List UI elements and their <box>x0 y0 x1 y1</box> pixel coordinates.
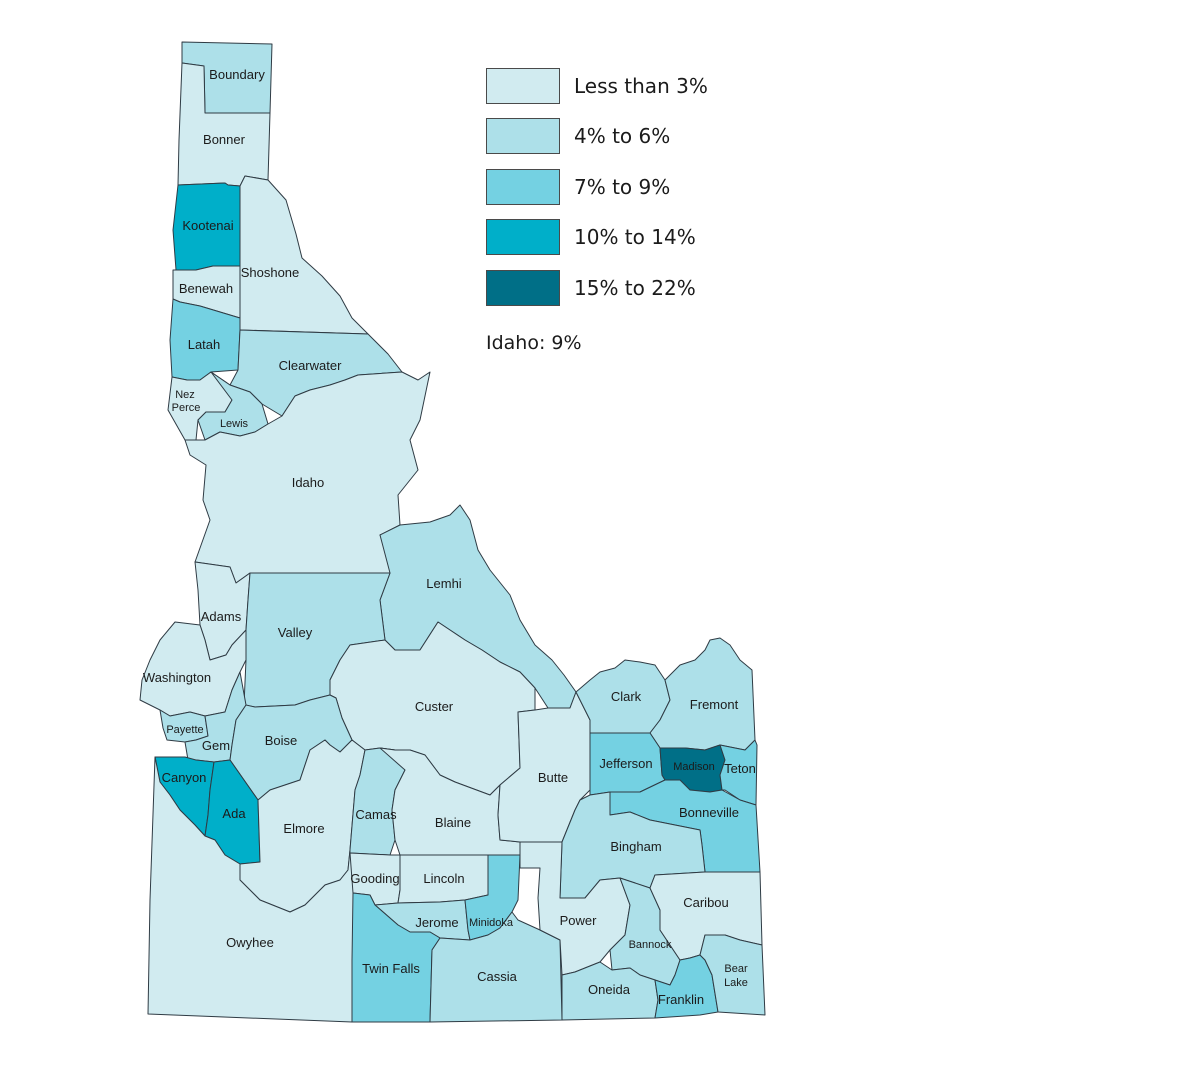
county-label-caribou: Caribou <box>683 895 729 910</box>
county-label-twin-falls: Twin Falls <box>362 961 420 976</box>
state-total-note: Idaho: 9% <box>486 332 582 354</box>
county-label-bonner: Bonner <box>203 132 246 147</box>
county-cassia <box>429 911 563 1023</box>
county-label-lincoln: Lincoln <box>423 871 464 886</box>
legend-item: 4% to 6% <box>486 118 708 155</box>
county-latah <box>169 298 241 381</box>
county-label-bingham: Bingham <box>610 839 661 854</box>
county-label-valley: Valley <box>278 625 313 640</box>
county-label-blaine: Blaine <box>435 815 471 830</box>
legend-label: 7% to 9% <box>574 174 671 199</box>
legend-label: 10% to 14% <box>574 225 696 249</box>
county-label-gooding: Gooding <box>350 871 399 886</box>
county-twin-falls <box>351 892 441 1023</box>
legend-label: Less than 3% <box>574 73 708 98</box>
county-label-nez-perce: Perce <box>172 402 201 414</box>
county-label-minidoka: Minidoka <box>469 917 514 929</box>
legend-item: 10% to 14% <box>486 219 708 256</box>
county-label-gem: Gem <box>202 738 230 753</box>
legend: Less than 3% 4% to 6% 7% to 9% 10% to 14% 15… <box>486 67 708 320</box>
legend-swatch <box>486 67 560 104</box>
county-label-power: Power <box>560 913 598 928</box>
legend-label: 4% to 6% <box>574 124 671 148</box>
county-label-clearwater: Clearwater <box>279 358 343 373</box>
county-label-fremont: Fremont <box>690 697 739 712</box>
county-label-washington: Washington <box>143 670 211 685</box>
county-label-kootenai: Kootenai <box>182 218 233 233</box>
county-label-bear-lake: Lake <box>724 977 748 989</box>
county-shoshone <box>239 175 369 335</box>
county-label-jefferson: Jefferson <box>599 756 652 771</box>
county-label-camas: Camas <box>355 807 397 822</box>
county-label-madison: Madison <box>673 761 715 773</box>
county-label-idaho: Idaho <box>292 475 325 490</box>
county-power <box>519 841 631 976</box>
county-label-franklin: Franklin <box>658 992 704 1007</box>
county-label-elmore: Elmore <box>283 821 324 836</box>
county-label-boundary: Boundary <box>209 67 265 82</box>
legend-item: 7% to 9% <box>486 168 708 205</box>
county-label-jerome: Jerome <box>415 915 458 930</box>
county-label-payette: Payette <box>166 724 203 736</box>
county-label-teton: Teton <box>724 761 756 776</box>
county-label-oneida: Oneida <box>588 982 631 997</box>
county-label-benewah: Benewah <box>179 281 233 296</box>
legend-swatch <box>486 219 560 255</box>
county-label-adams: Adams <box>201 609 242 624</box>
legend-swatch <box>486 269 560 306</box>
county-idaho <box>184 371 431 584</box>
county-label-lemhi: Lemhi <box>426 576 462 591</box>
county-label-owyhee: Owyhee <box>226 935 274 950</box>
county-label-custer: Custer <box>415 699 454 714</box>
county-label-bannock: Bannock <box>629 939 672 951</box>
county-label-bear-lake: Bear <box>724 963 748 975</box>
county-label-latah: Latah <box>188 337 221 352</box>
legend-swatch <box>486 168 560 205</box>
legend-swatch <box>486 118 560 154</box>
legend-item: 15% to 22% <box>486 269 708 306</box>
county-bear-lake <box>699 934 766 1016</box>
legend-label: 15% to 22% <box>574 275 696 300</box>
county-label-butte: Butte <box>538 770 568 785</box>
county-label-boise: Boise <box>265 733 298 748</box>
county-label-clark: Clark <box>611 689 642 704</box>
county-label-nez-perce: Nez <box>175 389 195 401</box>
county-oneida <box>561 961 659 1021</box>
county-label-canyon: Canyon <box>162 770 207 785</box>
county-label-lewis: Lewis <box>220 418 249 430</box>
county-label-bonneville: Bonneville <box>679 805 739 820</box>
county-label-cassia: Cassia <box>477 969 518 984</box>
county-label-shoshone: Shoshone <box>241 265 300 280</box>
county-label-ada: Ada <box>222 806 246 821</box>
legend-item: Less than 3% <box>486 67 708 104</box>
